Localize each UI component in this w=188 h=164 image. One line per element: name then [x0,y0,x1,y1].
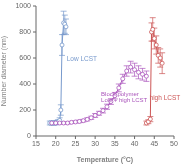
svg-text:Block polymerLow + high LCST: Block polymerLow + high LCST [101,91,148,104]
svg-text:Low LCST: Low LCST [67,55,97,62]
svg-text:600: 600 [19,54,31,61]
svg-text:0: 0 [27,132,31,139]
svg-text:Number diameter (nm): Number diameter (nm) [8,36,9,106]
svg-text:50: 50 [170,140,178,147]
svg-text:800: 800 [19,28,31,35]
svg-text:25: 25 [72,140,80,147]
svg-text:Temperature (°C): Temperature (°C) [77,156,133,164]
svg-text:30: 30 [91,140,99,147]
svg-text:15: 15 [32,140,40,147]
svg-text:35: 35 [111,140,119,147]
svg-text:40: 40 [131,140,139,147]
svg-text:400: 400 [19,80,31,87]
svg-text:high LCST: high LCST [150,94,180,102]
svg-text:45: 45 [150,140,158,147]
svg-text:1000: 1000 [15,2,31,9]
svg-text:20: 20 [52,140,60,147]
svg-text:200: 200 [19,106,31,113]
